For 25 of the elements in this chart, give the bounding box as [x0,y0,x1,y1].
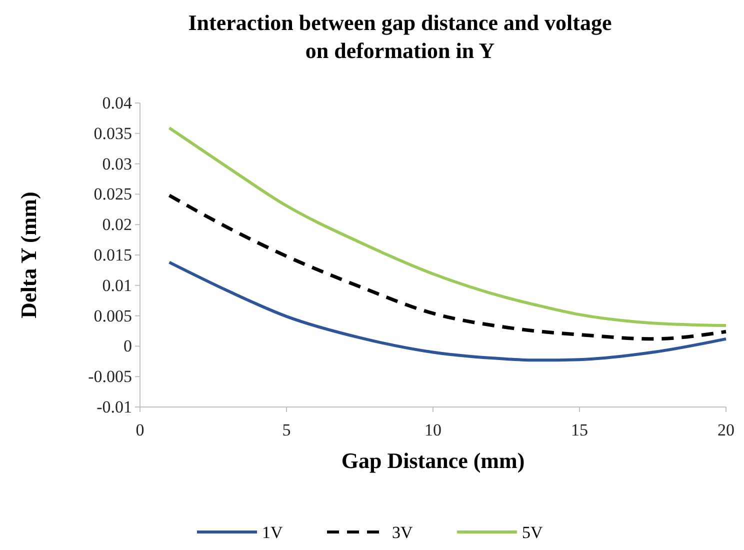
legend-label: 1V [262,523,284,542]
y-tick-label: 0.04 [102,93,132,112]
y-tick-label: 0.03 [102,154,132,174]
y-tick-label: 0.005 [94,306,132,326]
legend-label: 5V [522,523,544,542]
y-axis-title: Delta Y (mm) [16,192,41,318]
y-tick-label: 0.035 [94,124,132,143]
line-series [168,126,728,328]
y-tick-label: -0.01 [96,397,132,416]
y-tick-label: 0.025 [94,184,132,204]
x-tick-label: 15 [571,420,588,440]
line-series [168,260,728,362]
chart-title: Interaction between gap distance and voltage on deformation in Y [188,10,612,63]
x-tick-label: 20 [718,420,734,440]
x-axis-title: Gap Distance (mm) [341,448,525,473]
line-series [168,194,728,341]
x-tick-label: 10 [424,420,442,440]
x-tick-label: 5 [282,420,291,440]
y-tick-label: 0.01 [102,276,132,295]
x-tick-label: 0 [136,420,144,440]
y-tick-label: 0 [124,336,132,356]
y-tick-label: 0.02 [102,215,132,234]
y-tick-label: -0.005 [88,367,132,386]
y-tick-label: 0.015 [94,245,132,264]
legend-label: 3V [392,523,414,542]
